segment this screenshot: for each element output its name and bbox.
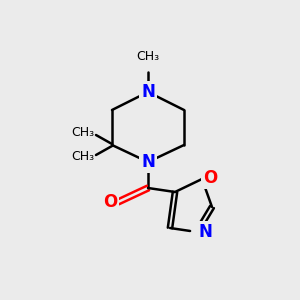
Text: CH₃: CH₃ [71,151,94,164]
Text: CH₃: CH₃ [71,127,94,140]
Text: N: N [141,83,155,101]
Text: N: N [198,223,212,241]
Text: N: N [141,153,155,171]
Text: CH₃: CH₃ [136,50,160,63]
Text: O: O [203,169,217,187]
Text: O: O [103,193,117,211]
